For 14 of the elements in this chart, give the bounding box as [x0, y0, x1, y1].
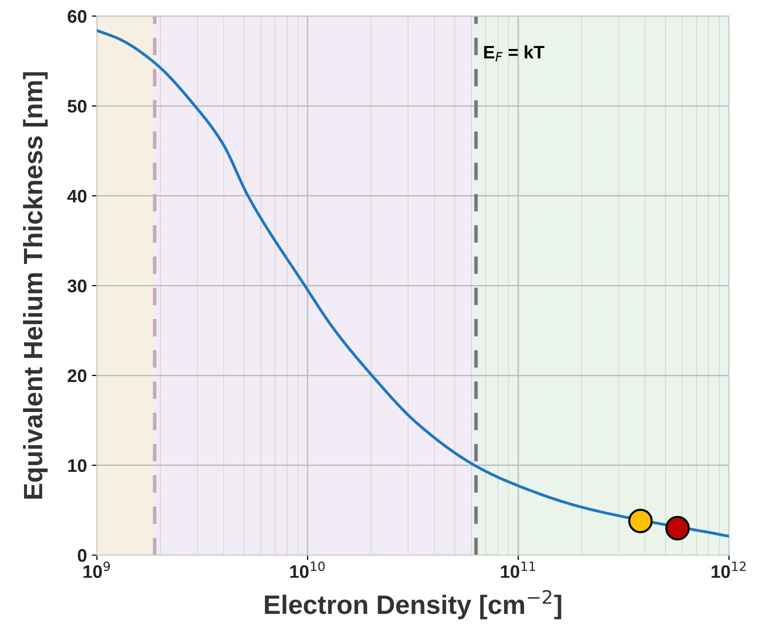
y-tick-label: 50	[68, 100, 86, 113]
y-tick-label: 30	[68, 280, 86, 292]
y-tick-label: 20	[68, 369, 86, 382]
y-tick-label: 60	[68, 10, 86, 23]
x-tick-label: 10$^{10}$	[290, 562, 325, 578]
x-axis-title: Electron Density [cm$^{−2}$]	[264, 590, 562, 620]
x-tick-label: 10$^{9}$	[84, 562, 110, 578]
y-tick-label: 0	[78, 549, 86, 562]
x-tick-label: 10$^{11}$	[501, 562, 536, 578]
y-tick-label: 10	[68, 459, 86, 472]
ref-line-label: E$_{F}$ = kT	[484, 45, 544, 62]
x-tick-label: 10$^{12}$	[712, 562, 746, 578]
y-tick-label: 40	[67, 190, 86, 202]
y-axis-title: Equivalent Helium Thickness [nm]	[23, 72, 48, 499]
